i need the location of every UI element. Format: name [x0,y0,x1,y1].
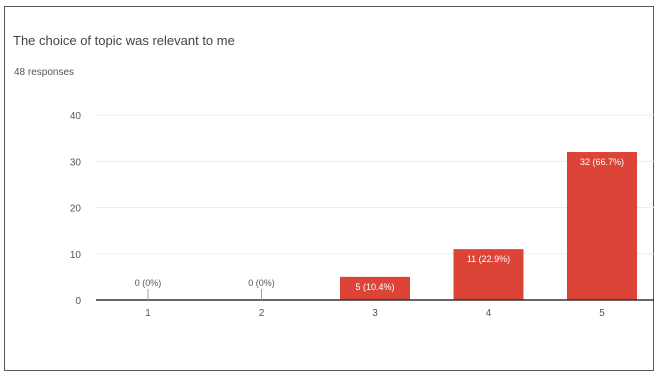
bar [340,276,410,300]
data-label: 0 (0%) [248,278,275,288]
chart-card: The choice of topic was relevant to me 4… [4,6,654,371]
data-label: 11 (22.9%) [467,254,510,264]
y-tick-label: 30 [70,157,82,168]
y-tick-labels: 0 10 20 30 40 [70,111,82,307]
x-tick-label: 5 [599,308,605,319]
chart-title: The choice of topic was relevant to me [13,33,235,48]
data-label: 5 (10.4%) [355,282,394,292]
bars [340,152,637,300]
x-tick-label: 1 [145,308,151,319]
response-count: 48 responses [14,67,75,78]
x-tick-label: 3 [372,308,378,319]
x-tick-label: 2 [259,308,265,319]
y-gridlines [96,114,654,255]
y-tick-label: 20 [70,204,82,215]
y-tick-label: 0 [75,296,81,307]
data-label: 32 (66.7%) [580,157,624,167]
data-label: 0 (0%) [135,278,162,288]
bar [453,249,524,300]
y-tick-label: 40 [70,111,82,122]
x-tick-labels: 1 2 3 4 5 [145,308,605,319]
data-labels: 0 (0%) 0 (0%) 5 (10.4%) 11 (22.9%) 32 (66.7%… [135,157,624,300]
x-tick-label: 4 [486,308,492,319]
y-tick-label: 10 [70,250,82,261]
bar [567,152,637,300]
